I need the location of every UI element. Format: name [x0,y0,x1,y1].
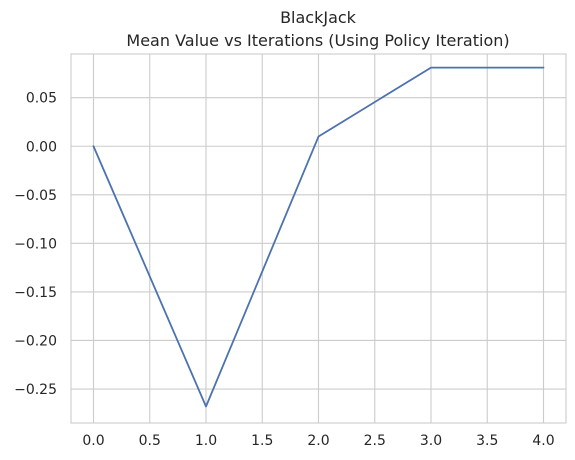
axes-frame [70,53,567,424]
chart-title-line-2: Mean Value vs Iterations (Using Policy I… [126,31,509,50]
x-tick-label: 4.0 [532,433,554,449]
x-tick-label: 1.0 [195,433,217,449]
y-tick-label: −0.05 [14,188,57,204]
y-tick-label: −0.10 [14,236,57,252]
x-tick-label: 0.0 [82,433,104,449]
x-axis-ticks: 0.0 0.5 1.0 1.5 2.0 2.5 3.0 3.5 4.0 [82,433,554,449]
x-tick-label: 3.0 [420,433,442,449]
y-tick-label: 0.00 [26,139,57,155]
x-tick-label: 2.0 [307,433,329,449]
series-group [92,66,545,408]
x-tick-label: 2.5 [364,433,386,449]
x-tick-label: 1.5 [251,433,273,449]
y-tick-label: −0.20 [14,333,57,349]
y-axis-ticks: 0.05 0.00 −0.05 −0.10 −0.15 −0.20 −0.25 [14,91,57,398]
x-tick-label: 3.5 [476,433,498,449]
y-tick-label: −0.15 [14,285,57,301]
grid [71,54,566,423]
y-tick-label: −0.25 [14,382,57,398]
chart-title-line-1: BlackJack [280,8,357,27]
series-line-0 [92,66,545,408]
y-tick-label: 0.05 [26,91,57,107]
chart-title: BlackJack Mean Value vs Iterations (Usin… [126,8,509,50]
x-tick-label: 0.5 [139,433,161,449]
